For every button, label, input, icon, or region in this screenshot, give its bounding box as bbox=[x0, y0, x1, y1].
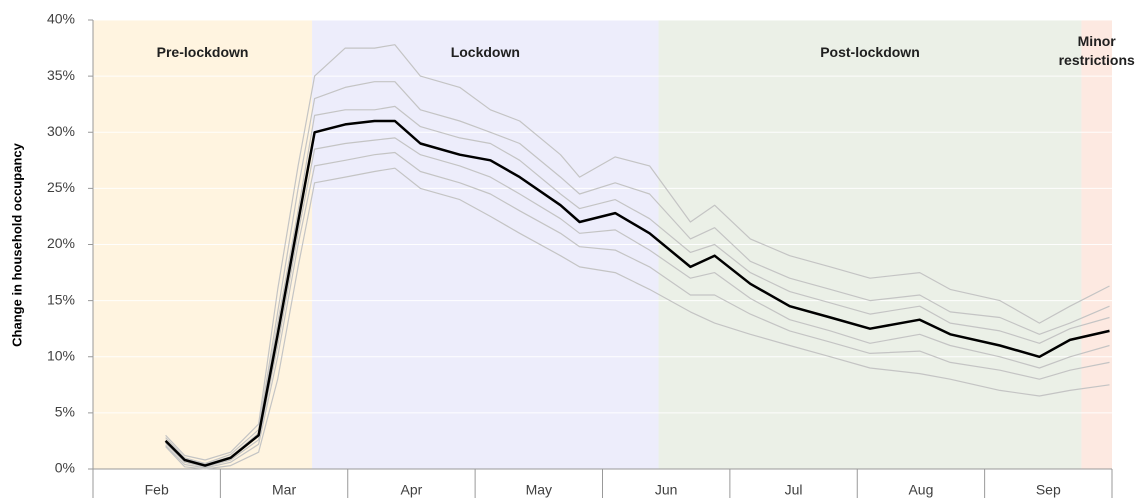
x-tick-label: Sep bbox=[1036, 482, 1061, 498]
y-tick-label: 30% bbox=[47, 123, 75, 139]
y-tick-label: 35% bbox=[47, 67, 75, 83]
phase-label: Lockdown bbox=[450, 44, 520, 60]
y-tick-label: 10% bbox=[47, 347, 75, 363]
series-line bbox=[165, 105, 1110, 466]
x-tick-label: Aug bbox=[908, 482, 933, 498]
x-tick-label: Jul bbox=[785, 482, 803, 498]
series-line bbox=[165, 81, 1110, 464]
y-tick-label: 25% bbox=[47, 179, 75, 195]
series-line bbox=[165, 167, 1110, 470]
y-axis-label: Change in household occupancy bbox=[9, 142, 24, 346]
series-line bbox=[165, 151, 1110, 469]
y-tick-label: 15% bbox=[47, 291, 75, 307]
phase-label: Post-lockdown bbox=[820, 44, 920, 60]
x-tick-label: Apr bbox=[401, 482, 423, 498]
series-line bbox=[164, 119, 1110, 467]
phase-label: Minor restrictions bbox=[1058, 33, 1135, 68]
y-tick-label: 5% bbox=[55, 404, 75, 420]
y-tick-label: 0% bbox=[55, 460, 75, 476]
y-tick-label: 20% bbox=[47, 235, 75, 251]
y-tick-label: 40% bbox=[47, 11, 75, 27]
series-line bbox=[165, 44, 1110, 461]
phase-label: Pre-lockdown bbox=[156, 44, 249, 60]
x-tick-label: Feb bbox=[145, 482, 169, 498]
series-line bbox=[165, 137, 1110, 468]
x-tick-label: May bbox=[526, 482, 552, 498]
x-tick-label: Mar bbox=[272, 482, 296, 498]
x-tick-label: Jun bbox=[655, 482, 678, 498]
